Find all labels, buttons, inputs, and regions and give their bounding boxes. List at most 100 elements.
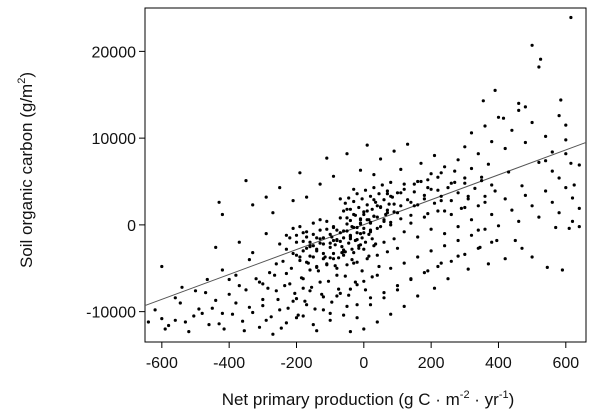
data-point (350, 225, 354, 229)
data-point (331, 238, 336, 243)
data-point (220, 212, 224, 217)
data-point (503, 146, 507, 151)
data-point (370, 237, 374, 241)
data-point (432, 201, 437, 205)
data-point (463, 205, 467, 210)
data-point (348, 330, 352, 334)
data-point (311, 255, 315, 259)
data-point (291, 226, 295, 230)
data-point (335, 228, 339, 232)
x-tick-label: 400 (485, 355, 512, 372)
data-point (294, 233, 299, 237)
data-point (288, 282, 292, 286)
data-point (483, 227, 487, 231)
data-point (311, 323, 315, 327)
data-point (160, 317, 164, 321)
data-point (368, 221, 373, 225)
data-point (365, 203, 369, 207)
data-point (335, 273, 339, 277)
data-point (352, 261, 356, 265)
data-point (299, 276, 304, 280)
data-point (382, 240, 386, 244)
data-point (348, 218, 352, 223)
data-point (379, 157, 383, 161)
data-point (422, 197, 426, 201)
data-point (333, 243, 337, 247)
data-point (273, 273, 277, 277)
data-point (463, 145, 467, 149)
data-point (402, 230, 406, 234)
data-point (564, 152, 568, 156)
data-point (372, 186, 376, 190)
data-point (456, 158, 460, 162)
data-point (305, 246, 309, 250)
data-point (554, 225, 558, 230)
data-point (325, 227, 329, 231)
data-point (230, 312, 235, 316)
data-point (274, 262, 278, 266)
data-point (355, 283, 359, 287)
data-point (343, 201, 347, 205)
data-point (318, 280, 322, 284)
y-tick-label: 10000 (92, 131, 137, 148)
x-tick-label: -600 (146, 355, 178, 372)
y-tick-label: -10000 (86, 305, 136, 322)
data-point (493, 88, 497, 92)
data-point (379, 225, 383, 229)
data-point (261, 282, 265, 286)
data-point (358, 221, 363, 225)
data-point (271, 332, 275, 336)
x-axis-title: Net primary production (g C · m-2 · yr-1… (222, 389, 515, 409)
data-point (399, 217, 403, 221)
data-point (214, 298, 218, 302)
data-point (377, 192, 381, 196)
data-point (375, 320, 379, 324)
data-point (264, 195, 268, 199)
data-point (352, 187, 356, 191)
data-point (330, 235, 334, 239)
data-point (257, 280, 262, 284)
data-point (316, 269, 320, 273)
data-point (308, 254, 312, 258)
data-point (385, 189, 389, 193)
data-point (348, 287, 352, 291)
data-point (318, 182, 322, 186)
data-point (352, 199, 356, 204)
data-point (204, 291, 208, 295)
data-point (570, 196, 575, 200)
y-axis-title: Soil organic carbon (g/m2) (16, 72, 36, 268)
data-point (247, 305, 251, 309)
data-point (360, 197, 364, 201)
data-point (313, 307, 317, 311)
plot-area (144, 7, 587, 343)
data-point (163, 327, 167, 331)
data-point (340, 245, 344, 249)
data-point (318, 237, 322, 241)
data-point (389, 223, 393, 227)
data-point (315, 236, 319, 240)
data-point (331, 225, 336, 230)
data-point (360, 269, 364, 273)
data-point (456, 191, 460, 195)
data-point (490, 212, 494, 217)
data-point (363, 188, 368, 192)
y-axis-title-exp: 2 (16, 78, 28, 84)
data-point (291, 199, 295, 203)
data-point (217, 200, 221, 204)
data-point (476, 152, 480, 156)
data-point (463, 176, 467, 180)
data-point (402, 187, 406, 191)
data-point (264, 232, 268, 236)
data-point (520, 184, 524, 188)
data-point (456, 238, 460, 243)
data-point (284, 233, 288, 237)
data-point (544, 189, 548, 193)
data-point (353, 238, 357, 243)
data-point (331, 174, 336, 178)
data-point (293, 291, 297, 295)
data-point (347, 293, 351, 297)
data-point (439, 194, 443, 198)
data-point (530, 43, 534, 47)
data-point (402, 182, 406, 186)
